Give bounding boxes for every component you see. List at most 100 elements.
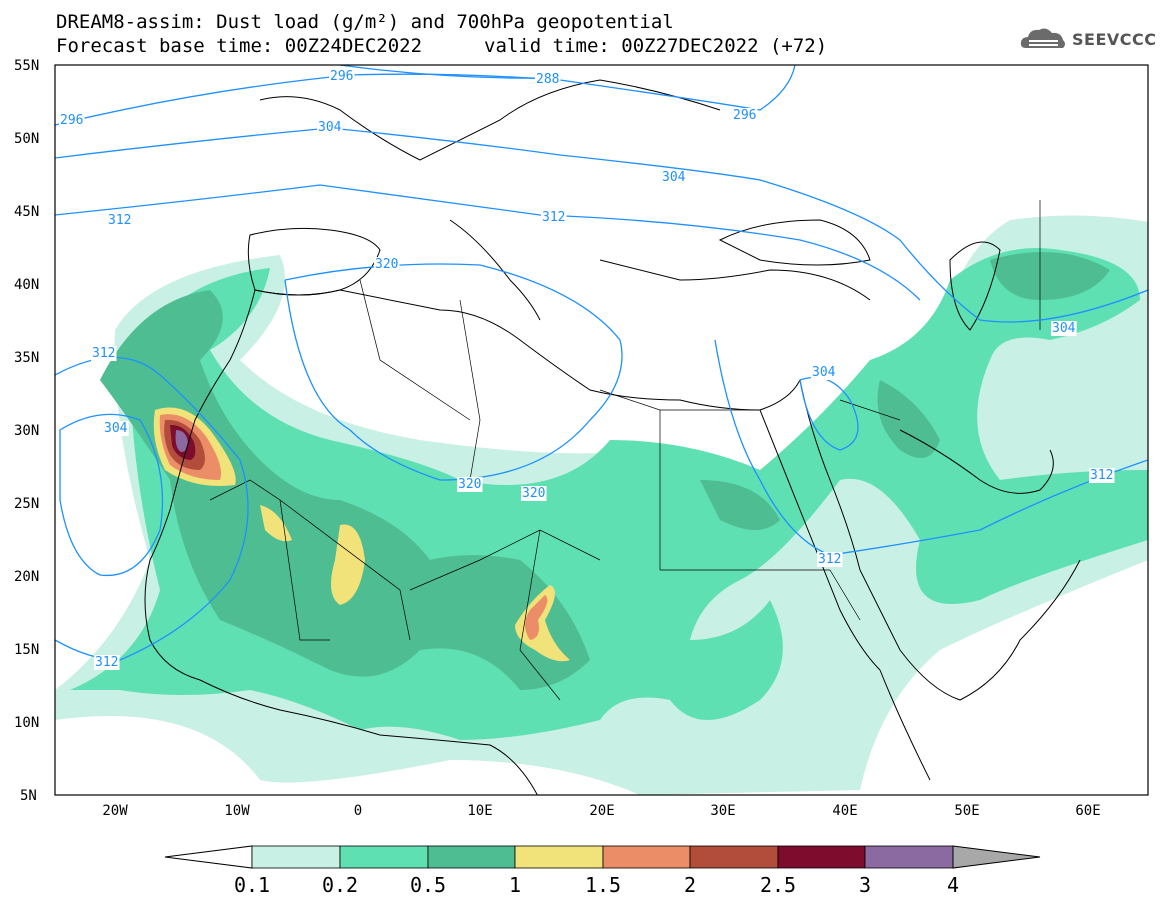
coast-north-africa	[254, 289, 801, 411]
coast-west-africa	[144, 289, 538, 795]
lat-tick-label: 55N	[14, 58, 39, 74]
contour-label: 304	[318, 120, 342, 135]
lat-tick-label: 45N	[14, 204, 39, 220]
seevccc-logo: SEEVCCC	[1018, 24, 1157, 54]
contour-label-bg	[91, 346, 117, 361]
contour-label: 312	[818, 552, 841, 567]
contour-label: 304	[812, 365, 836, 380]
lon-tick-label: 30E	[710, 803, 735, 819]
contour-304-arabia	[799, 376, 859, 451]
colorbar-cell	[689, 845, 779, 869]
country-borders	[209, 200, 1041, 701]
contour-288	[339, 65, 561, 79]
contour-label-bg	[535, 72, 561, 87]
lon-tick-label: 0	[354, 803, 362, 819]
dust-fill-layer	[55, 215, 1148, 795]
contour-label: 288	[536, 72, 559, 87]
lat-tick-label: 15N	[14, 642, 39, 658]
contour-label-bg	[1051, 321, 1077, 336]
contour-label-bg	[541, 210, 567, 225]
contour-label: 320	[375, 257, 398, 272]
lat-axis: 55N 50N 45N 40N 35N 30N 25N 20N 15N 10N …	[14, 58, 39, 804]
coast-greece-turkey	[599, 259, 871, 301]
contour-label-bg	[103, 421, 129, 436]
coast-iberia	[247, 227, 381, 296]
colorbar-tick-label: 4	[947, 873, 959, 897]
contour-label: 312	[92, 346, 115, 361]
lon-tick-label: 20E	[589, 803, 614, 819]
coastlines	[144, 79, 1081, 795]
logo-text: SEEVCCC	[1072, 29, 1157, 49]
colorbar-over-arrow	[952, 845, 1041, 869]
lat-tick-label: 25N	[14, 496, 39, 512]
contour-label: 312	[108, 213, 131, 228]
contour-label: 312	[1090, 468, 1113, 483]
coast-east-africa	[879, 669, 931, 781]
contour-label: 320	[522, 486, 545, 501]
colorbar-tick-label: 2.5	[760, 873, 796, 897]
coast-italy	[449, 219, 541, 321]
coast-black-sea	[718, 219, 871, 266]
contour-label-bg	[329, 69, 355, 84]
contour-label: 312	[95, 655, 118, 670]
lon-tick-label: 10E	[467, 803, 492, 819]
colorbar-cell	[251, 845, 341, 869]
contour-label-bg	[317, 120, 343, 135]
lat-tick-label: 50N	[14, 131, 39, 147]
valid-time: valid time: 00Z27DEC2022 (+72)	[484, 35, 828, 57]
dust-region-0.5-c	[700, 480, 780, 530]
coast-gulf	[899, 429, 1054, 494]
contour-label: 304	[662, 170, 686, 185]
lon-tick-label: 10W	[224, 803, 250, 819]
colorbar-cell	[777, 845, 866, 869]
lat-tick-label: 30N	[14, 423, 39, 439]
contour-label: 304	[104, 421, 128, 436]
colorbar-tick-label: 0.2	[322, 873, 358, 897]
forecast-base-time: Forecast base time: 00Z24DEC2022	[56, 35, 423, 57]
contour-label-bg	[661, 170, 687, 185]
contour-label-bg	[59, 113, 85, 128]
map-frame	[54, 64, 1149, 796]
dust-region-1.0-c	[260, 505, 292, 542]
lon-axis: 20W 10W 0 10E 20E 30E 40E 50E 60E	[102, 803, 1100, 819]
dust-region-0.5	[100, 290, 590, 690]
colorbar-cell	[602, 845, 691, 869]
dust-region-1.0-d	[515, 585, 570, 662]
colorbar: 0.1 0.2 0.5 1 1.5 2 2.5 3 4	[164, 845, 1041, 897]
colorbar-tick-label: 1	[509, 873, 521, 897]
contour-label: 296	[733, 108, 756, 123]
contour-label-bg	[1089, 468, 1115, 483]
coast-red-sea-west	[759, 409, 881, 671]
coast-caspian	[949, 241, 1001, 331]
map-title: DREAM8-assim: Dust load (g/m²) and 700hP…	[56, 11, 674, 33]
colorbar-tick-label: 2	[684, 873, 696, 897]
coast-europe-north	[259, 79, 721, 161]
dust-region-1.5-b	[525, 595, 548, 640]
contour-304-north	[55, 127, 1148, 323]
colorbar-tick-label: 3	[859, 873, 871, 897]
contour-label-bg	[732, 108, 758, 123]
colorbar-cell	[864, 845, 954, 869]
contour-label-bg	[94, 655, 120, 670]
colorbar-cell	[514, 845, 604, 869]
contour-label-bg	[811, 365, 837, 380]
contour-label-bg	[457, 477, 483, 492]
contour-312-south	[55, 356, 249, 661]
contour-label-bg	[107, 213, 133, 228]
contour-label: 304	[1052, 321, 1076, 336]
contour-296-north	[55, 65, 796, 126]
cloud-logo-icon	[1020, 28, 1065, 48]
contour-label-bg	[817, 552, 843, 567]
colorbar-tick-label: 1.5	[585, 873, 621, 897]
contour-320	[284, 263, 623, 481]
contour-label: 296	[60, 113, 83, 128]
dust-region-0.5-b	[877, 380, 940, 458]
contour-label: 312	[542, 210, 565, 225]
colorbar-cell	[427, 845, 516, 869]
colorbar-tick-label: 0.1	[234, 873, 270, 897]
dust-region-3.0	[175, 430, 188, 452]
coast-red-sea-east	[799, 379, 1081, 701]
lon-tick-label: 40E	[832, 803, 857, 819]
contour-label: 320	[458, 477, 481, 492]
